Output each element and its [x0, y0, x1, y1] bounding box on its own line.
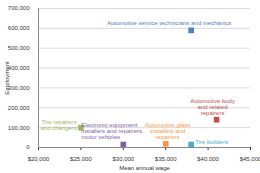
svg-text:$25,000: $25,000 [70, 156, 92, 162]
svg-text:Automotive glassinstallers and: Automotive glassinstallers andrepairers [145, 122, 191, 140]
svg-text:500,000: 500,000 [8, 45, 30, 51]
svg-text:Mean annual wage: Mean annual wage [119, 165, 170, 171]
svg-text:$30,000: $30,000 [112, 156, 134, 162]
svg-text:700,000: 700,000 [8, 5, 30, 11]
svg-text:Tire repairersand changers: Tire repairersand changers [41, 119, 77, 131]
svg-text:200,000: 200,000 [8, 105, 30, 111]
svg-text:$20,000: $20,000 [28, 156, 50, 162]
svg-text:0: 0 [26, 144, 30, 150]
svg-text:Automotive service technicians: Automotive service technicians and mecha… [107, 20, 231, 26]
svg-text:Employment: Employment [4, 61, 10, 95]
svg-text:Electronic equipmentinstallers: Electronic equipmentinstallers and repai… [81, 122, 144, 140]
svg-text:$45,000: $45,000 [240, 156, 260, 162]
svg-text:$40,000: $40,000 [197, 156, 219, 162]
svg-text:$35,000: $35,000 [155, 156, 177, 162]
svg-text:Automotive bodyand relatedrepa: Automotive bodyand relatedrepairers [190, 98, 235, 116]
svg-text:100,000: 100,000 [8, 125, 30, 131]
svg-text:Tire builders: Tire builders [195, 139, 228, 145]
svg-text:300,000: 300,000 [8, 85, 30, 91]
svg-text:600,000: 600,000 [8, 25, 30, 31]
svg-text:400,000: 400,000 [8, 65, 30, 71]
